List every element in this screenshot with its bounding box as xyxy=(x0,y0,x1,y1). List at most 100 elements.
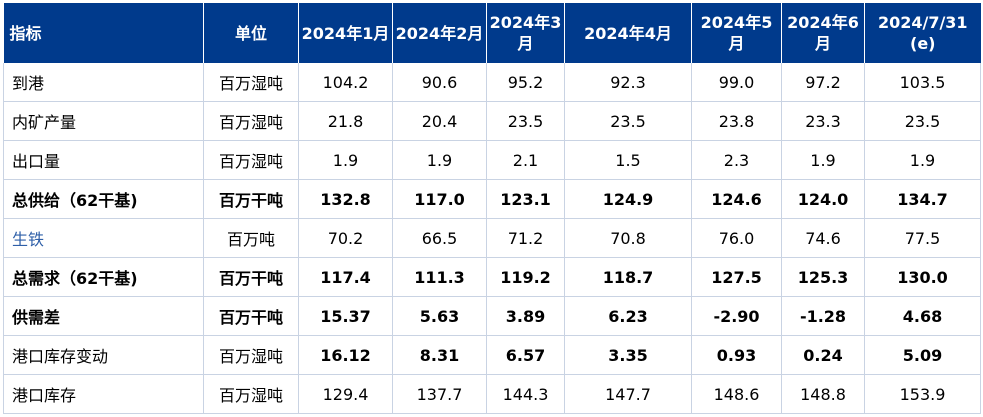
header-2024-01: 2024年1月 xyxy=(298,3,393,63)
row-label: 港口库存 xyxy=(3,374,204,414)
cell-value-positive: 15.37 xyxy=(298,296,393,336)
cell-value: 20.4 xyxy=(392,101,487,141)
cell-value: 132.8 xyxy=(298,179,393,219)
row-domestic-output: 内矿产量 百万湿吨 21.8 20.4 23.5 23.5 23.8 23.3 … xyxy=(3,101,981,141)
cell-value-positive: 0.24 xyxy=(781,335,865,375)
row-arrivals: 到港 百万湿吨 104.2 90.6 95.2 92.3 99.0 97.2 1… xyxy=(3,63,981,102)
cell-value: 119.2 xyxy=(486,257,565,297)
cell-value: 90.6 xyxy=(392,63,487,102)
row-unit: 百万湿吨 xyxy=(203,63,299,102)
cell-value: 124.6 xyxy=(691,179,782,219)
cell-value: 117.4 xyxy=(298,257,393,297)
row-unit: 百万干吨 xyxy=(203,296,299,336)
cell-value-positive: 0.93 xyxy=(691,335,782,375)
row-unit: 百万湿吨 xyxy=(203,140,299,180)
cell-value: 1.9 xyxy=(864,140,981,180)
cell-value: 130.0 xyxy=(864,257,981,297)
header-2024-05: 2024年5月 xyxy=(691,3,782,63)
cell-value: 125.3 xyxy=(781,257,865,297)
cell-value: 1.9 xyxy=(392,140,487,180)
row-label: 内矿产量 xyxy=(3,101,204,141)
cell-value: 104.2 xyxy=(298,63,393,102)
row-label: 生铁 xyxy=(3,218,204,258)
cell-value: 95.2 xyxy=(486,63,565,102)
cell-value-negative: -2.90 xyxy=(691,296,782,336)
row-port-inventory-change: 港口库存变动 百万湿吨 16.12 8.31 6.57 3.35 0.93 0.… xyxy=(3,335,981,375)
cell-value: 74.6 xyxy=(781,218,865,258)
cell-value: 2.1 xyxy=(486,140,565,180)
header-2024-02: 2024年2月 xyxy=(392,3,487,63)
cell-value-positive: 6.57 xyxy=(486,335,565,375)
cell-value-negative: -1.28 xyxy=(781,296,865,336)
cell-value: 70.8 xyxy=(564,218,692,258)
cell-value: 137.7 xyxy=(392,374,487,414)
header-2024-04: 2024年4月 xyxy=(564,3,692,63)
row-total-demand: 总需求（62干基) 百万干吨 117.4 111.3 119.2 118.7 1… xyxy=(3,257,981,297)
cell-value: 71.2 xyxy=(486,218,565,258)
cell-value: 147.7 xyxy=(564,374,692,414)
row-total-supply: 总供给（62干基) 百万干吨 132.8 117.0 123.1 124.9 1… xyxy=(3,179,981,219)
cell-value: 103.5 xyxy=(864,63,981,102)
row-label: 总需求（62干基) xyxy=(3,257,204,297)
header-2024-03: 2024年3月 xyxy=(486,3,565,63)
cell-value-positive: 5.63 xyxy=(392,296,487,336)
row-port-inventory: 港口库存 百万湿吨 129.4 137.7 144.3 147.7 148.6 … xyxy=(3,374,981,414)
header-unit: 单位 xyxy=(203,3,299,63)
row-label: 出口量 xyxy=(3,140,204,180)
row-pig-iron: 生铁 百万吨 70.2 66.5 71.2 70.8 76.0 74.6 77.… xyxy=(3,218,981,258)
cell-value: 134.7 xyxy=(864,179,981,219)
row-label: 总供给（62干基) xyxy=(3,179,204,219)
cell-value: 1.9 xyxy=(781,140,865,180)
row-supply-demand-gap: 供需差 百万干吨 15.37 5.63 3.89 6.23 -2.90 -1.2… xyxy=(3,296,981,336)
cell-value: 92.3 xyxy=(564,63,692,102)
cell-value: 99.0 xyxy=(691,63,782,102)
row-label: 到港 xyxy=(3,63,204,102)
supply-demand-table: 指标 单位 2024年1月 2024年2月 2024年3月 2024年4月 20… xyxy=(3,3,981,414)
cell-value: 153.9 xyxy=(864,374,981,414)
row-label: 港口库存变动 xyxy=(3,335,204,375)
row-unit: 百万湿吨 xyxy=(203,374,299,414)
row-unit: 百万吨 xyxy=(203,218,299,258)
header-2024-07-31-estimate: 2024/7/31 (e) xyxy=(864,3,981,63)
cell-value-positive: 5.09 xyxy=(864,335,981,375)
cell-value: 76.0 xyxy=(691,218,782,258)
row-unit: 百万干吨 xyxy=(203,179,299,219)
cell-value: 21.8 xyxy=(298,101,393,141)
row-exports: 出口量 百万湿吨 1.9 1.9 2.1 1.5 2.3 1.9 1.9 xyxy=(3,140,981,180)
cell-value: 97.2 xyxy=(781,63,865,102)
cell-value: 70.2 xyxy=(298,218,393,258)
cell-value: 118.7 xyxy=(564,257,692,297)
header-indicator: 指标 xyxy=(3,3,204,63)
cell-value: 23.5 xyxy=(864,101,981,141)
cell-value: 117.0 xyxy=(392,179,487,219)
header-row: 指标 单位 2024年1月 2024年2月 2024年3月 2024年4月 20… xyxy=(3,3,981,63)
cell-value: 111.3 xyxy=(392,257,487,297)
cell-value: 127.5 xyxy=(691,257,782,297)
cell-value: 23.3 xyxy=(781,101,865,141)
row-unit: 百万湿吨 xyxy=(203,335,299,375)
cell-value: 23.5 xyxy=(564,101,692,141)
cell-value: 123.1 xyxy=(486,179,565,219)
row-unit: 百万干吨 xyxy=(203,257,299,297)
cell-value-positive: 4.68 xyxy=(864,296,981,336)
cell-value: 148.6 xyxy=(691,374,782,414)
cell-value: 124.0 xyxy=(781,179,865,219)
cell-value: 66.5 xyxy=(392,218,487,258)
cell-value: 1.9 xyxy=(298,140,393,180)
cell-value: 23.8 xyxy=(691,101,782,141)
cell-value: 2.3 xyxy=(691,140,782,180)
cell-value: 1.5 xyxy=(564,140,692,180)
cell-value-positive: 6.23 xyxy=(564,296,692,336)
cell-value-positive: 3.89 xyxy=(486,296,565,336)
cell-value: 129.4 xyxy=(298,374,393,414)
header-2024-06: 2024年6月 xyxy=(781,3,865,63)
cell-value-positive: 16.12 xyxy=(298,335,393,375)
cell-value: 23.5 xyxy=(486,101,565,141)
cell-value: 144.3 xyxy=(486,374,565,414)
row-label: 供需差 xyxy=(3,296,204,336)
cell-value-positive: 8.31 xyxy=(392,335,487,375)
cell-value: 124.9 xyxy=(564,179,692,219)
cell-value-positive: 3.35 xyxy=(564,335,692,375)
cell-value: 77.5 xyxy=(864,218,981,258)
cell-value: 148.8 xyxy=(781,374,865,414)
